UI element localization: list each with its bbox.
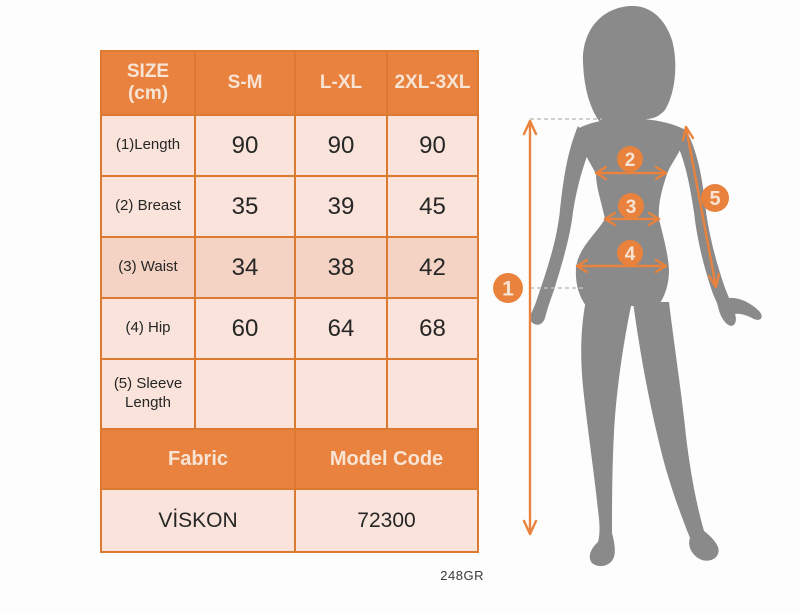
size-chart-table: SIZE (cm) S-M L-XL 2XL-3XL (1)Length 90 … [100,50,479,553]
sleeve-value-sm [194,358,296,430]
hip-value-2xl3xl: 68 [386,297,479,360]
fabric-header-cell: Fabric [100,428,296,490]
row-label-sleeve-length: (5) Sleeve Length [100,358,196,430]
measure-point-5: 5 [701,184,729,212]
waist-value-2xl3xl: 42 [386,236,479,299]
model-code-header-cell: Model Code [294,428,479,490]
table-row-length: (1)Length 90 90 90 [100,114,479,177]
measurement-figure: 1 2 3 4 5 [493,5,762,567]
breast-value-2xl3xl: 45 [386,175,479,238]
size-header-line1: SIZE [126,61,170,83]
fabric-value-cell: VİSKON [100,488,296,553]
length-value-sm: 90 [194,114,296,177]
svg-text:2: 2 [625,150,636,171]
size-cm-header-cell: SIZE (cm) [100,50,196,116]
waist-value-lxl: 38 [294,236,388,299]
size-header-line2: (cm) [127,83,169,104]
row-label-hip: (4) Hip [100,297,196,360]
measure-point-3: 3 [618,193,644,219]
svg-text:4: 4 [625,244,636,265]
weight-footnote: 248GR [440,568,484,583]
silhouette-left-arm [529,126,593,325]
sleeve-value-lxl [294,358,388,430]
female-silhouette [529,5,762,567]
silhouette-right-arm [676,130,762,326]
length-value-lxl: 90 [294,114,388,177]
model-code-value-cell: 72300 [294,488,479,553]
row-label-breast: (2) Breast [100,175,196,238]
sleeve-value-2xl3xl [386,358,479,430]
waist-value-sm: 34 [194,236,296,299]
length-value-2xl3xl: 90 [386,114,479,177]
hip-arrow [575,258,668,274]
sleeve-arrow [681,125,721,289]
measure-point-2: 2 [617,146,643,172]
hip-value-sm: 60 [194,297,296,360]
breast-value-lxl: 39 [294,175,388,238]
table-row-hip: (4) Hip 60 64 68 [100,297,479,360]
measure-point-1: 1 [493,273,523,303]
column-header-sm: S-M [194,50,296,116]
silhouette-left-leg [581,300,631,567]
hip-value-lxl: 64 [294,297,388,360]
table-row-breast: (2) Breast 35 39 45 [100,175,479,238]
breast-arrow [594,165,668,181]
column-header-lxl: L-XL [294,50,388,116]
fabric-modelcode-value-row: VİSKON 72300 [100,488,479,553]
height-arrow [522,119,538,536]
svg-text:5: 5 [709,188,720,210]
row-label-length: (1)Length [100,114,196,177]
silhouette-head [582,5,676,129]
measure-point-4: 4 [617,240,643,266]
svg-text:1: 1 [502,278,514,301]
breast-value-sm: 35 [194,175,296,238]
fabric-modelcode-header-row: Fabric Model Code [100,428,479,490]
svg-text:3: 3 [626,197,637,218]
column-header-2xl3xl: 2XL-3XL [386,50,479,116]
silhouette-right-leg [633,302,719,561]
table-header-row: SIZE (cm) S-M L-XL 2XL-3XL [100,50,479,116]
waist-arrow [603,211,661,227]
row-label-waist: (3) Waist [100,236,196,299]
table-row-sleeve-length: (5) Sleeve Length [100,358,479,430]
table-row-waist: (3) Waist 34 38 42 [100,236,479,299]
